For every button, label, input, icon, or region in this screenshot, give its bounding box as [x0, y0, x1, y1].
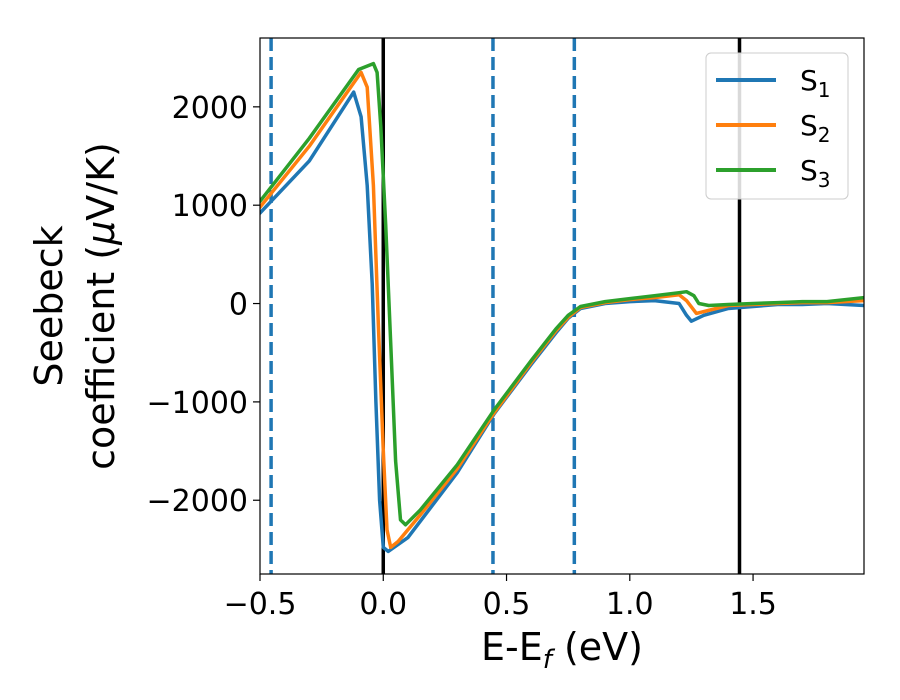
x-axis-label: E-Ef (eV) — [481, 625, 643, 675]
legend: S1 S2 S3 — [705, 52, 849, 200]
y-axis-label: Seebeck coefficient (μV/K) — [27, 142, 123, 470]
series-layer — [260, 61, 864, 554]
y-axis: −2000 −1000 0 1000 2000 — [147, 91, 260, 519]
x-tick-label: 0.5 — [483, 587, 531, 622]
legend-label-s2: S2 — [800, 109, 831, 147]
x-tick-label: 0.0 — [359, 587, 407, 622]
svg-text:coefficient (μV/K): coefficient (μV/K) — [79, 142, 123, 470]
y-tick-label: 0 — [229, 288, 248, 323]
legend-box — [705, 52, 849, 200]
x-axis: −0.5 0.0 0.5 1.0 1.5 — [224, 574, 777, 622]
series-line-s3 — [260, 61, 864, 527]
y-tick-label: 2000 — [172, 91, 248, 126]
y-tick-label: −1000 — [147, 386, 248, 421]
legend-label-s3: S3 — [800, 154, 831, 192]
x-tick-label: 1.0 — [606, 587, 654, 622]
svg-text:Seebeck: Seebeck — [27, 225, 71, 386]
legend-label-s1: S1 — [800, 64, 831, 102]
reference-lines — [269, 38, 742, 574]
y-tick-label: 1000 — [172, 189, 248, 224]
x-tick-label: 1.5 — [729, 587, 777, 622]
x-tick-label: −0.5 — [224, 587, 297, 622]
y-tick-label: −2000 — [147, 484, 248, 519]
plot-frame — [259, 37, 865, 575]
